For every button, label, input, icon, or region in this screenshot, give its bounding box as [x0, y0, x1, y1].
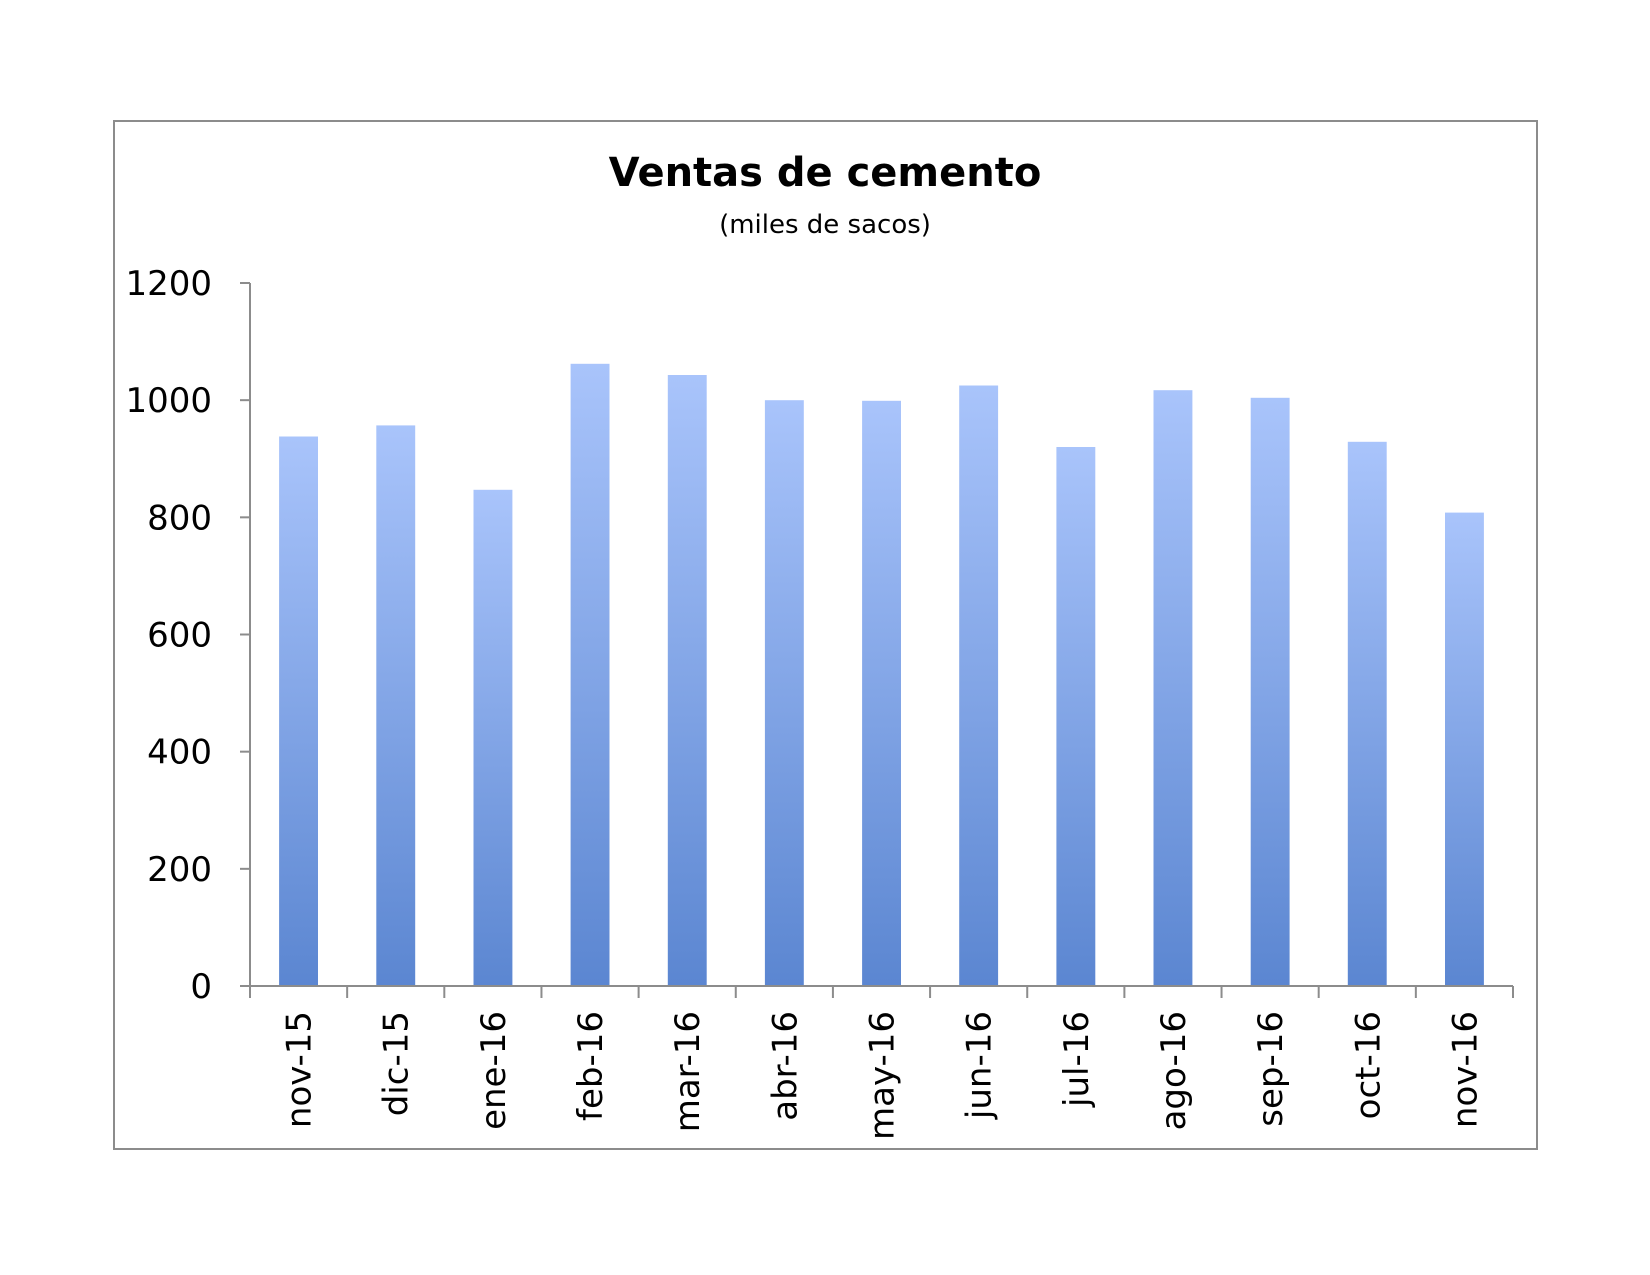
bar-jul-16 [1056, 447, 1096, 986]
y-tick-label: 200 [147, 850, 212, 890]
chart-subtitle: (miles de sacos) [719, 210, 931, 240]
x-tick-label: dic-15 [377, 1011, 417, 1116]
x-tick-label: ene-16 [474, 1011, 514, 1130]
x-tick-label: nov-16 [1445, 1011, 1485, 1128]
bar-may-16 [862, 400, 901, 986]
bar-dic-15 [376, 425, 416, 986]
y-tick-label: 0 [190, 967, 212, 1007]
bar-ago-16 [1153, 390, 1193, 986]
bar-jun-16 [959, 385, 999, 986]
x-axis-labels: nov-15 dic-15 ene-16 feb-16 mar-16 abr-16 may-… [280, 1011, 1486, 1140]
bar-mar-16 [667, 375, 707, 986]
bars-group [279, 363, 1484, 986]
bar-abr-16 [764, 400, 804, 986]
x-tick-label: mar-16 [668, 1011, 708, 1132]
bar-ene-16 [473, 489, 513, 986]
axes-group [240, 282, 1514, 998]
y-axis-labels: 0 200 400 600 800 1000 1200 [125, 264, 212, 1007]
x-tick-label: abr-16 [765, 1011, 805, 1121]
bar-oct-16 [1347, 441, 1387, 986]
bar-feb-16 [570, 363, 610, 986]
x-tick-label: oct-16 [1348, 1011, 1388, 1119]
x-tick-label: nov-15 [280, 1011, 320, 1128]
x-tick-label: feb-16 [571, 1011, 611, 1121]
x-tick-label: may-16 [863, 1011, 903, 1140]
bar-sep-16 [1250, 397, 1290, 986]
y-tick-label: 1200 [125, 264, 212, 304]
y-tick-label: 800 [147, 498, 212, 538]
x-tick-label: ago-16 [1154, 1011, 1194, 1130]
x-tick-label: jun-16 [960, 1011, 1000, 1120]
bar-nov-15 [279, 436, 318, 986]
x-tick-label: jul-16 [1057, 1011, 1097, 1108]
bar-nov-16 [1445, 512, 1484, 986]
y-tick-label: 400 [147, 733, 212, 773]
y-tick-label: 1000 [125, 381, 212, 421]
x-tick-label: sep-16 [1251, 1011, 1291, 1127]
chart-frame [113, 120, 1538, 1150]
y-tick-label: 600 [147, 616, 212, 656]
chart-title: Ventas de cemento [608, 150, 1042, 196]
